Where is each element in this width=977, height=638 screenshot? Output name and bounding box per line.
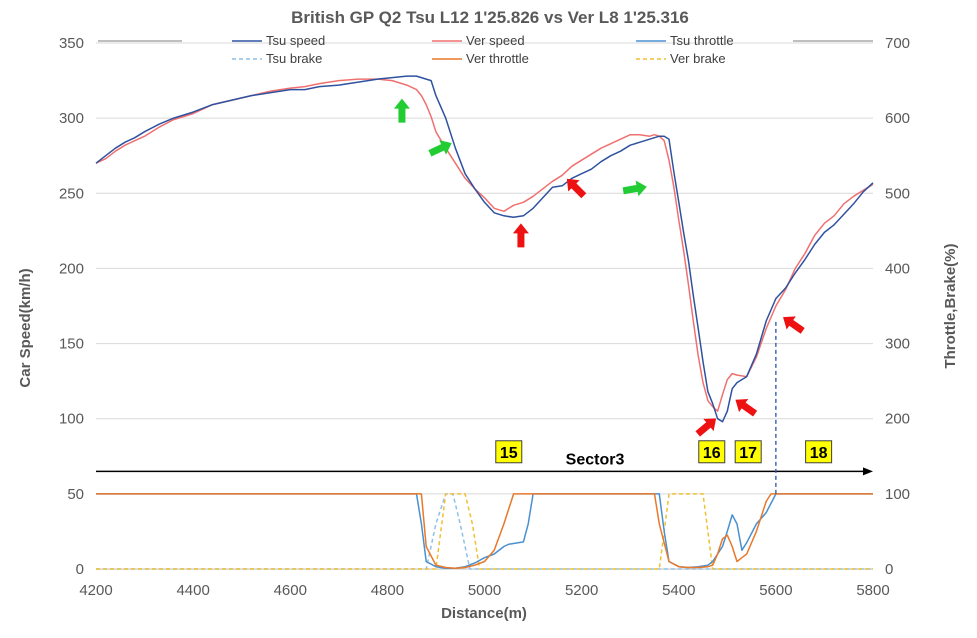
y-tick-label: 200 [59,260,84,277]
y-axis-left-ticks: 0 50 100 150 200 250 300 350 [59,35,84,578]
arrow-shape [512,223,529,248]
y-tick-label: 0 [76,561,84,578]
series-line-ver-brake [96,493,873,570]
arrow-0 [393,98,410,123]
y-tick-label: 100 [59,411,84,428]
x-axis-ticks: 4200 4400 4600 4800 5000 5200 5400 5600 5800 [79,582,889,599]
arrow-1 [428,140,452,157]
x-tick-label: 5000 [468,582,501,599]
x-tick-label: 5600 [759,582,792,599]
y2-tick-label: 400 [885,260,910,277]
x-tick-label: 4400 [176,582,209,599]
series-line-ver-throttle [96,493,873,569]
x-axis-label: Distance(m) [441,605,527,622]
legend-entry-ver-speed: Ver speed [466,33,525,48]
corner-label-15: 15 [500,445,518,462]
arrow-2 [622,180,647,197]
legend: Tsu speed Ver speed Tsu throttle Tsu brake V… [98,33,873,66]
markers-group: Sector3 15 16 17 18 [96,98,873,494]
legend-entry-tsu-speed: Tsu speed [266,33,325,48]
series-line-ver-speed [95,78,874,412]
arrow-shape [735,398,758,417]
series-line-tsu-speed [95,75,874,423]
series-group [95,75,874,570]
y-axis-right-label: Throttle,Brake(%) [942,243,959,368]
y-tick-label: 300 [59,110,84,127]
arrow-5 [695,418,717,437]
y2-tick-label: 300 [885,336,910,353]
chart-title: British GP Q2 Tsu L12 1'25.826 vs Ver L8… [291,8,689,27]
y-tick-label: 50 [67,486,84,503]
legend-entry-tsu-brake: Tsu brake [266,51,322,66]
arrow-4 [566,178,587,199]
arrow-shape [428,140,452,157]
legend-entry-ver-throttle: Ver throttle [466,51,529,66]
y-axis-left-label: Car Speed(km/h) [17,268,34,387]
arrow-shape [695,418,717,437]
y2-tick-label: 500 [885,185,910,202]
arrow-shape [566,178,587,199]
x-tick-label: 5200 [565,582,598,599]
arrow-shape [783,316,805,334]
corner-box-18 [805,440,833,464]
arrow-7 [783,316,805,334]
y2-tick-label: 200 [885,411,910,428]
corner-box-16 [698,440,726,464]
y-tick-label: 150 [59,336,84,353]
y2-tick-label: 0 [885,561,893,578]
sector-label: Sector3 [566,451,625,468]
x-tick-label: 4200 [79,582,112,599]
arrow-shape [393,98,410,123]
corner-box-15 [495,440,523,464]
y2-tick-label: 700 [885,35,910,52]
legend-entry-tsu-throttle: Tsu throttle [670,33,734,48]
x-tick-label: 5400 [662,582,695,599]
corner-label-16: 16 [703,445,721,462]
x-tick-label: 5800 [856,582,889,599]
corner-label-17: 17 [739,445,757,462]
corner-label-18: 18 [810,445,828,462]
arrow-6 [735,398,758,417]
y2-tick-label: 100 [885,486,910,503]
sector-arrowhead [863,467,873,476]
y2-tick-label: 600 [885,110,910,127]
arrow-3 [512,223,529,248]
arrow-shape [622,180,647,197]
x-tick-label: 4800 [371,582,404,599]
y-tick-label: 250 [59,185,84,202]
y-tick-label: 350 [59,35,84,52]
y-axis-right-ticks: 0 100 200 300 400 500 600 700 [885,35,910,578]
legend-entry-ver-brake: Ver brake [670,51,726,66]
corner-box-17 [734,440,762,464]
x-tick-label: 4600 [274,582,307,599]
